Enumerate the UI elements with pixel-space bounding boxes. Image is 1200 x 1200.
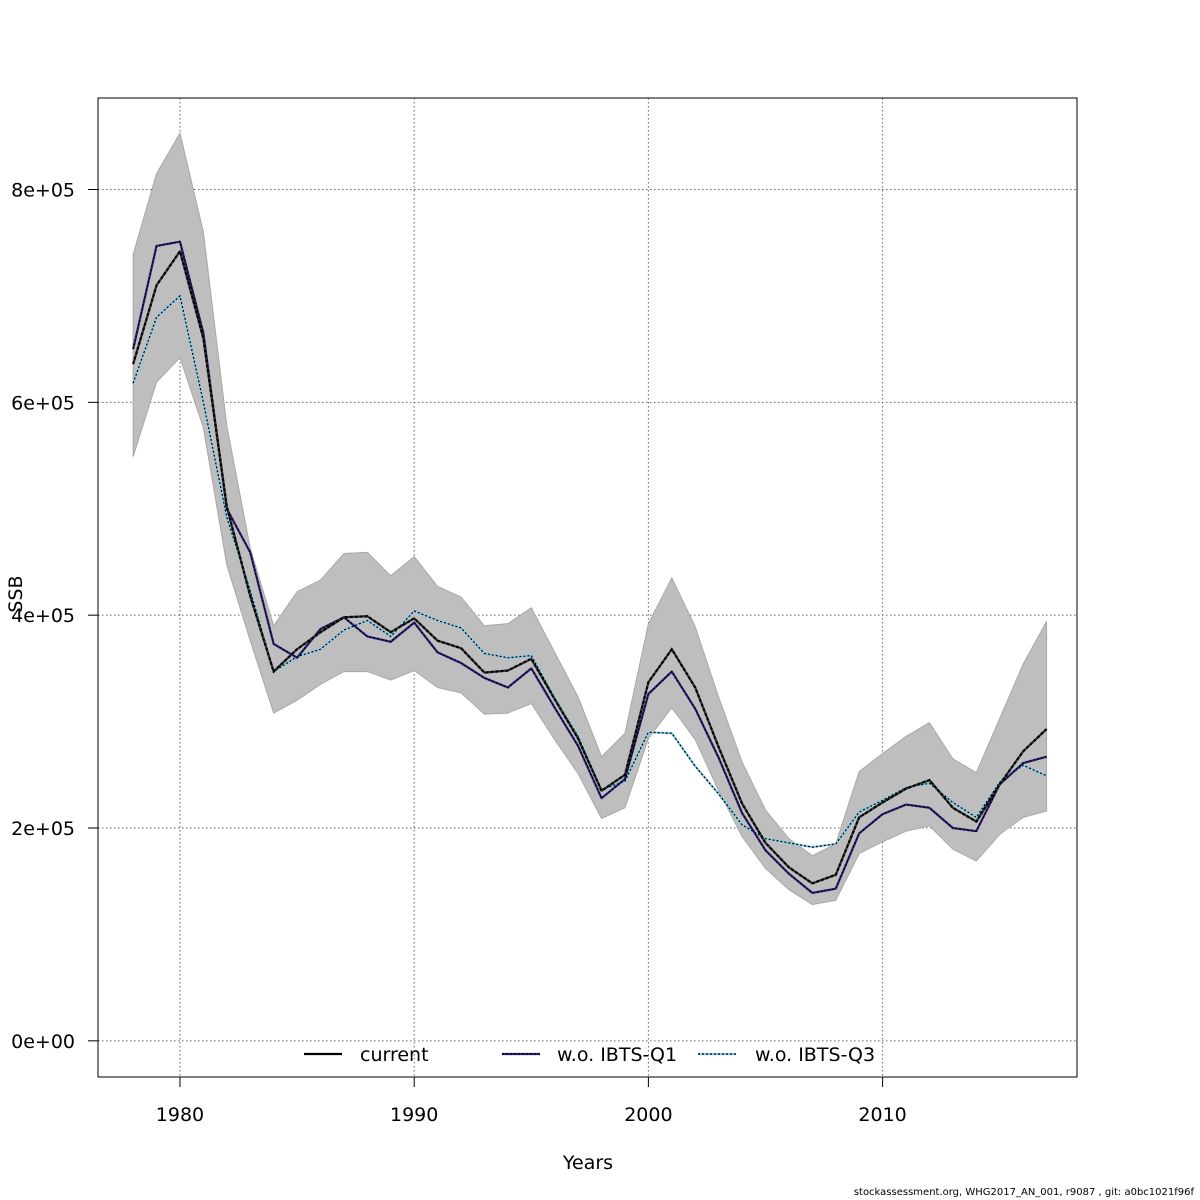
plot-frame bbox=[97, 97, 1078, 1078]
x-axis: 1980 1990 2000 2010 bbox=[156, 1077, 907, 1126]
x-tick-label: 1980 bbox=[156, 1104, 204, 1126]
legend-item-2: w.o. IBTS-Q1 bbox=[502, 1044, 677, 1066]
footer-note: stockassessment.org, WHG2017_AN_001, r90… bbox=[853, 1187, 1194, 1198]
legend-label: w.o. IBTS-Q1 bbox=[557, 1044, 677, 1066]
x-axis-label: Years bbox=[562, 1152, 613, 1174]
series-line-2 bbox=[132, 240, 1047, 895]
x-tick-label: 2010 bbox=[858, 1104, 906, 1126]
y-axis-label: SSB bbox=[5, 575, 27, 612]
y-tick-label: 8e+05 bbox=[11, 180, 75, 202]
y-tick-label: 2e+05 bbox=[11, 818, 75, 840]
y-tick-label: 0e+00 bbox=[11, 1031, 75, 1053]
y-tick-label: 6e+05 bbox=[11, 392, 75, 414]
series-line-1 bbox=[132, 248, 1048, 885]
y-tick-label: 4e+05 bbox=[11, 605, 75, 627]
x-tick-label: 1990 bbox=[390, 1104, 438, 1126]
confidence-band-area bbox=[132, 131, 1048, 906]
legend: current w.o. IBTS-Q1 w.o. IBTS-Q3 bbox=[304, 1044, 875, 1066]
y-axis: 0e+00 2e+05 4e+05 6e+05 8e+05 bbox=[11, 180, 98, 1053]
confidence-band bbox=[132, 131, 1048, 906]
legend-item-1: current bbox=[304, 1044, 429, 1066]
series-lines bbox=[132, 240, 1048, 895]
legend-item-3: w.o. IBTS-Q3 bbox=[698, 1044, 875, 1066]
x-tick-label: 2000 bbox=[624, 1104, 672, 1126]
legend-label: w.o. IBTS-Q3 bbox=[755, 1044, 875, 1066]
legend-label: current bbox=[360, 1044, 429, 1066]
